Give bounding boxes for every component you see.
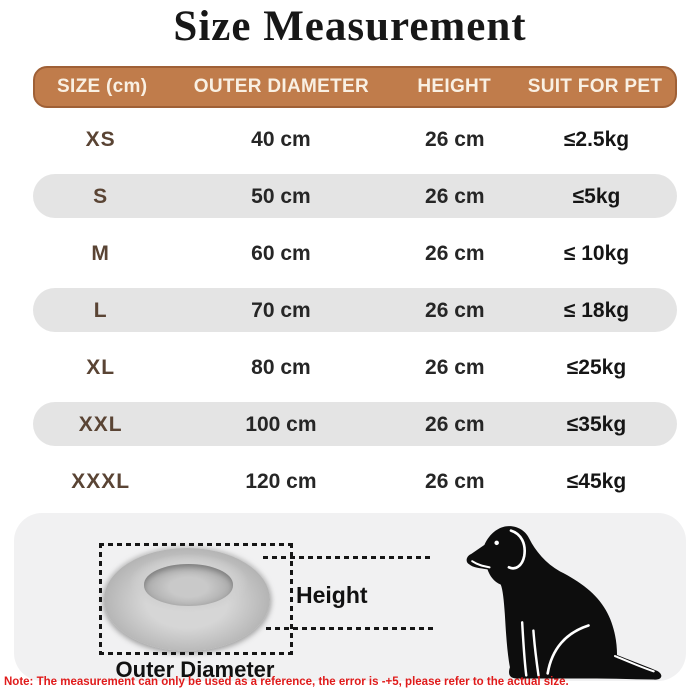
- dog-silhouette-icon: [466, 526, 662, 680]
- diameter-guide-right-line: [290, 543, 293, 655]
- pet-bed-inner-cushion: [143, 564, 234, 606]
- suit-for-pet-cell: ≤25kg: [566, 355, 627, 379]
- row-background: [33, 402, 677, 446]
- page-title: Size Measurement: [173, 3, 527, 50]
- size-table-header: SIZE (cm) OUTER DIAMETER HEIGHT SUIT FOR…: [33, 66, 677, 108]
- row-background: [33, 174, 677, 218]
- size-cell: XS: [85, 127, 116, 151]
- pet-bed-image: [104, 548, 270, 651]
- height-cell: 26 cm: [425, 241, 485, 265]
- outer-diameter-cell: 80 cm: [251, 355, 311, 379]
- table-row: S 50 cm 26 cm ≤5kg: [33, 168, 677, 225]
- diameter-guide-top-line: [99, 543, 293, 546]
- height-cell: 26 cm: [425, 412, 485, 436]
- column-header-outer-diameter: OUTER DIAMETER: [193, 76, 369, 97]
- size-cell: L: [93, 298, 108, 322]
- outer-diameter-cell: 120 cm: [245, 469, 317, 493]
- height-cell: 26 cm: [425, 298, 485, 322]
- suit-for-pet-cell: ≤35kg: [566, 412, 627, 436]
- height-cell: 26 cm: [425, 127, 485, 151]
- suit-for-pet-cell: ≤ 10kg: [563, 241, 630, 265]
- size-cell: S: [93, 184, 109, 208]
- outer-diameter-cell: 100 cm: [245, 412, 317, 436]
- table-row: M 60 cm 26 cm ≤ 10kg: [33, 225, 677, 282]
- size-cell: M: [91, 241, 110, 265]
- outer-diameter-cell: 60 cm: [251, 241, 311, 265]
- height-cell: 26 cm: [425, 184, 485, 208]
- height-cell: 26 cm: [425, 469, 485, 493]
- suit-for-pet-cell: ≤45kg: [566, 469, 627, 493]
- row-background: [33, 288, 677, 332]
- table-row: XL 80 cm 26 cm ≤25kg: [33, 339, 677, 396]
- column-header-height: HEIGHT: [417, 76, 491, 97]
- size-cell: XXXL: [71, 469, 131, 493]
- size-cell: XXL: [78, 412, 123, 436]
- diameter-guide-left-line: [99, 543, 102, 655]
- size-table-body: XS 40 cm 26 cm ≤2.5kg S 50 cm 26 cm ≤5kg…: [33, 111, 677, 510]
- table-row: XXL 100 cm 26 cm ≤35kg: [33, 396, 677, 453]
- height-dimension-label: Height: [296, 582, 368, 608]
- outer-diameter-cell: 40 cm: [251, 127, 311, 151]
- column-header-size: SIZE (cm): [57, 76, 148, 97]
- suit-for-pet-cell: ≤5kg: [572, 184, 621, 208]
- outer-diameter-cell: 50 cm: [251, 184, 311, 208]
- height-cell: 26 cm: [425, 355, 485, 379]
- height-guide-top-line: [263, 556, 433, 559]
- table-row: XXXL 120 cm 26 cm ≤45kg: [33, 453, 677, 510]
- suit-for-pet-cell: ≤ 18kg: [563, 298, 630, 322]
- size-cell: XL: [86, 355, 116, 379]
- outer-diameter-cell: 70 cm: [251, 298, 311, 322]
- disclaimer-note: Note: The measurement can only be used a…: [4, 676, 569, 688]
- diameter-guide-bottom-line: [99, 652, 293, 655]
- table-row: XS 40 cm 26 cm ≤2.5kg: [33, 111, 677, 168]
- height-guide-bottom-line: [266, 627, 433, 630]
- column-header-suit-for-pet: SUIT FOR PET: [527, 76, 663, 97]
- table-row: L 70 cm 26 cm ≤ 18kg: [33, 282, 677, 339]
- suit-for-pet-cell: ≤2.5kg: [563, 127, 630, 151]
- outer-diameter-dimension-label: Outer Diameter: [115, 657, 275, 682]
